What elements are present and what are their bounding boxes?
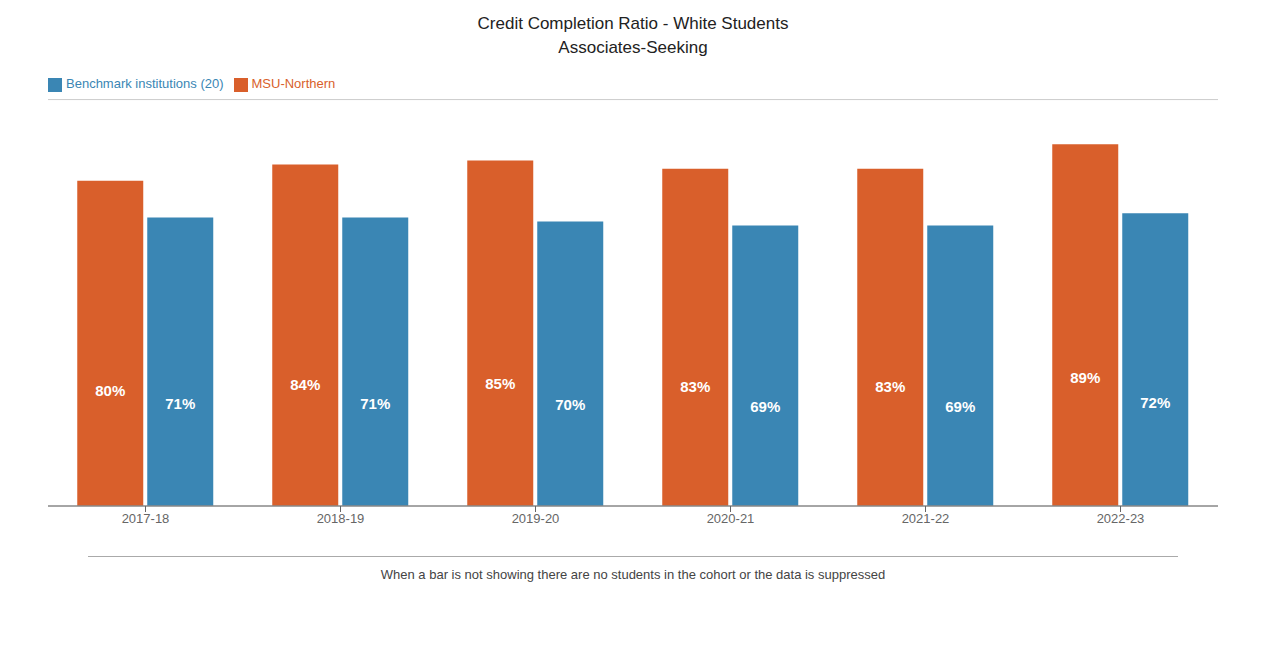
svg-text:85%: 85%: [485, 375, 515, 392]
svg-text:69%: 69%: [945, 398, 975, 415]
svg-text:89%: 89%: [1070, 369, 1100, 386]
svg-text:83%: 83%: [875, 378, 905, 395]
html-text:Benchmark institutions (20): Benchmark institutions (20): [66, 76, 224, 91]
svg-text:71%: 71%: [360, 395, 390, 412]
html-text:MSU-Northern: MSU-Northern: [251, 76, 336, 91]
svg-text:84%: 84%: [290, 376, 320, 393]
svg-text:2019-20: 2019-20: [512, 511, 560, 526]
svg-text:2020-21: 2020-21: [707, 511, 755, 526]
svg-text:2022-23: 2022-23: [1097, 511, 1145, 526]
svg-text:80%: 80%: [95, 382, 125, 399]
svg-text:2018-19: 2018-19: [317, 511, 365, 526]
svg-text:71%: 71%: [165, 395, 195, 412]
svg-text:72%: 72%: [1140, 394, 1170, 411]
html-text:When a bar is not showing ther: When a bar is not showing there are no s…: [380, 567, 886, 582]
html-text:Credit Completion Ratio - Whit: Credit Completion Ratio - White Students: [477, 14, 789, 33]
svg-text:2021-22: 2021-22: [902, 511, 950, 526]
html-text:Associates-Seeking: Associates-Seeking: [558, 38, 708, 57]
svg-text:83%: 83%: [680, 378, 710, 395]
svg-text:70%: 70%: [555, 396, 585, 413]
svg-text:69%: 69%: [750, 398, 780, 415]
svg-text:2017-18: 2017-18: [122, 511, 170, 526]
